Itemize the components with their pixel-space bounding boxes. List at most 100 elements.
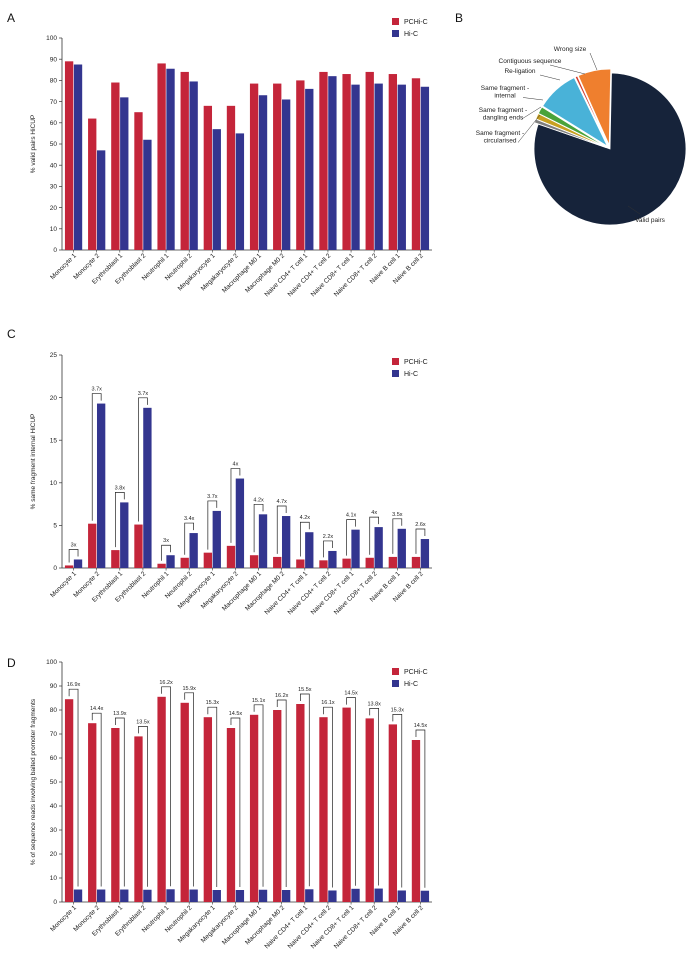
- bar-pchic: [342, 74, 351, 250]
- fold-change-bracket: [323, 540, 333, 558]
- bar-pchic: [180, 702, 189, 902]
- bar-pchic: [411, 556, 421, 568]
- x-tick-label: Naive CD8+ T cell 2: [333, 570, 379, 616]
- fold-change-bracket: [276, 505, 287, 554]
- bar-pchic: [157, 563, 166, 568]
- y-tick-label: 40: [50, 803, 58, 810]
- x-tick-label: Naive CD8+ T cell 1: [310, 252, 356, 298]
- pie-leader-line: [522, 97, 544, 101]
- bar-hic: [281, 516, 291, 568]
- bar-pchic: [319, 71, 328, 250]
- pie-label: Same fragment -dangling ends: [479, 107, 527, 122]
- pie-slice: [533, 72, 687, 226]
- bar-hic: [235, 478, 245, 568]
- fold-change-label: 14.5x: [344, 691, 358, 697]
- fold-change-label: 4x: [233, 462, 239, 468]
- bar-pchic: [249, 714, 259, 902]
- fold-change-label: 3.7x: [207, 494, 218, 500]
- bar-pchic: [388, 74, 398, 250]
- y-tick-label: 20: [50, 395, 58, 402]
- y-tick-label: 70: [50, 731, 58, 738]
- fold-change-bracket: [300, 521, 310, 557]
- fold-change-bracket: [300, 693, 310, 887]
- bar-pchic: [411, 740, 421, 902]
- fold-change-bracket: [207, 706, 218, 887]
- bar-hic: [351, 84, 360, 250]
- bar-pchic: [296, 80, 305, 251]
- fold-change-bracket: [276, 699, 287, 887]
- bar-hic: [397, 528, 406, 568]
- pie-leader-line: [539, 74, 561, 81]
- y-tick-label: 20: [50, 851, 58, 858]
- fold-change-label: 16.1x: [321, 700, 335, 706]
- fold-change-label: 13.5x: [136, 719, 150, 725]
- bar-pchic: [249, 83, 259, 250]
- bar-hic: [351, 529, 360, 568]
- x-tick-label: Macrophage M0 1: [221, 904, 263, 946]
- y-tick-label: 40: [50, 162, 58, 169]
- bar-pchic: [88, 723, 97, 902]
- bar-hic: [212, 510, 221, 568]
- fold-change-bracket: [230, 717, 241, 887]
- pie-slice: [577, 68, 612, 146]
- bar-hic: [96, 403, 106, 568]
- bar-hic: [166, 889, 175, 902]
- fold-change-label: 15.3x: [206, 700, 220, 706]
- bar-pchic: [180, 71, 189, 250]
- bar-pchic: [157, 696, 166, 902]
- fold-change-label: 15.3x: [391, 707, 405, 713]
- fold-change-bracket: [184, 522, 194, 555]
- bar-hic: [235, 133, 245, 250]
- fold-change-bracket: [184, 692, 194, 887]
- x-tick-label: Naive CD4+ T cell 2: [287, 904, 333, 950]
- fold-change-label: 4.2x: [300, 515, 311, 521]
- fold-change-label: 4x: [371, 510, 377, 516]
- legend-swatch-hic: [392, 370, 399, 377]
- y-tick-label: 20: [50, 205, 58, 212]
- fold-change-label: 2.6x: [415, 522, 426, 528]
- fold-change-label: 3.5x: [392, 512, 403, 518]
- fold-change-bracket: [253, 503, 264, 553]
- legend-label-hic: Hi-C: [404, 681, 418, 688]
- bar-hic: [420, 539, 430, 568]
- bar-pchic: [226, 105, 236, 250]
- fold-change-bracket: [415, 528, 426, 554]
- bar-hic: [374, 527, 383, 568]
- fold-change-label: 14.4x: [90, 706, 104, 712]
- bar-hic: [328, 890, 337, 902]
- legend-swatch-hic: [392, 30, 399, 37]
- fold-change-bracket: [415, 729, 426, 888]
- bar-hic: [281, 890, 291, 902]
- bar-hic: [420, 86, 430, 250]
- legend-label-pchic: PCHi-C: [404, 19, 428, 26]
- legend-swatch-pchic: [392, 18, 399, 25]
- bar-pchic: [157, 63, 166, 250]
- legend-swatch-pchic: [392, 668, 399, 675]
- fold-change-label: 4.7x: [276, 499, 287, 505]
- bar-pchic: [64, 565, 74, 568]
- panel-letter-B: B: [455, 11, 463, 25]
- bar-pchic: [273, 556, 282, 568]
- bar-pchic: [319, 560, 328, 568]
- bar-pchic: [365, 557, 374, 568]
- fold-change-label: 3x: [71, 542, 77, 548]
- x-tick-label: Naive CD4+ T cell 2: [287, 570, 333, 616]
- panel-letter-D: D: [7, 656, 16, 670]
- y-tick-label: 0: [53, 565, 57, 572]
- bar-hic: [212, 890, 221, 902]
- bar-hic: [351, 888, 360, 902]
- pie-slice: [537, 106, 607, 148]
- bar-hic: [397, 84, 406, 250]
- y-tick-label: 10: [50, 875, 58, 882]
- pie-slice: [542, 77, 609, 148]
- y-axis-title: % same fragment internal HiCUP: [30, 414, 37, 510]
- bar-pchic: [64, 61, 74, 250]
- bar-hic: [235, 890, 245, 902]
- x-tick-label: Macrophage M0 2: [244, 570, 286, 612]
- x-tick-label: Macrophage M0 2: [244, 904, 286, 946]
- panel-letter-C: C: [7, 327, 16, 341]
- bar-hic: [258, 514, 268, 568]
- fold-change-bracket: [161, 544, 171, 561]
- fold-change-label: 3.7x: [138, 391, 149, 397]
